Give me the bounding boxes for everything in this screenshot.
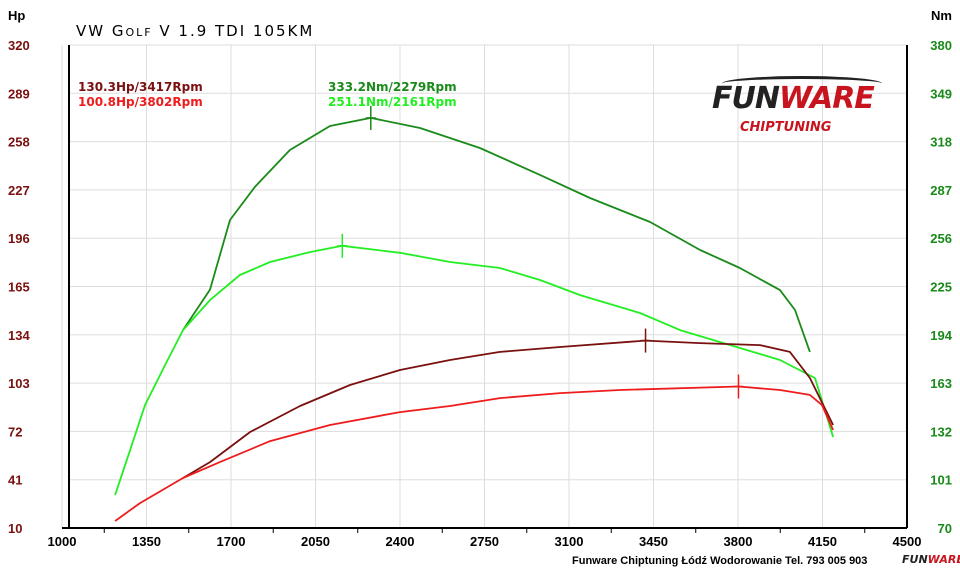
y-tick-label: 258: [8, 135, 30, 150]
y2-tick-label: 70: [938, 521, 952, 536]
x-tick-label: 2750: [470, 534, 499, 549]
y-tick-label: 196: [8, 231, 30, 246]
series-line-0: [182, 117, 811, 353]
y-tick-label: 103: [8, 376, 30, 391]
y-tick-label: 227: [8, 183, 30, 198]
series-line-2: [182, 339, 834, 479]
y2-tick-label: 163: [930, 376, 952, 391]
x-tick-label: 4150: [808, 534, 837, 549]
logo-fun: FUN: [712, 81, 780, 116]
y2-tick-label: 380: [930, 38, 952, 53]
y-tick-label: 320: [8, 38, 30, 53]
y-tick-label: 72: [8, 424, 22, 439]
x-tick-label: 1700: [217, 534, 246, 549]
chart-title: VW Golf V 1.9 TDI 105KM: [76, 22, 315, 40]
series-line-1: [114, 244, 834, 496]
y-tick-label: 10: [8, 521, 22, 536]
y-tick-label: 41: [8, 473, 22, 488]
x-tick-label: 3450: [639, 534, 668, 549]
y-tick-label: 165: [8, 280, 30, 295]
y2-tick-label: 256: [930, 231, 952, 246]
stock-nm-label: 251.1Nm/2161Rpm: [328, 95, 457, 109]
x-tick-label: 3100: [555, 534, 584, 549]
x-tick-label: 2400: [386, 534, 415, 549]
y2-tick-label: 349: [930, 86, 952, 101]
y2-tick-label: 287: [930, 183, 952, 198]
y2-tick-label: 318: [930, 135, 952, 150]
y-axis-label: Hp: [8, 8, 25, 23]
tuned-nm-label: 333.2Nm/2279Rpm: [328, 80, 457, 94]
logo-car-outline: [722, 76, 882, 91]
tuned-hp-label: 130.3Hp/3417Rpm: [78, 80, 203, 94]
y2-tick-label: 194: [930, 328, 952, 343]
y2-tick-label: 101: [930, 473, 952, 488]
small-logo-ware: WARE: [927, 553, 960, 566]
y2-tick-label: 225: [930, 280, 952, 295]
y-tick-label: 134: [8, 328, 30, 343]
x-tick-label: 3800: [724, 534, 753, 549]
x-tick-label: 1350: [132, 534, 161, 549]
logo-chiptuning: CHIPTUNING: [740, 120, 832, 135]
y-tick-label: 289: [8, 86, 30, 101]
funware-logo: FUNWARE CHIPTUNING: [712, 76, 897, 140]
footer-text: Funware Chiptuning Łódź Wodorowanie Tel.…: [572, 555, 868, 567]
x-tick-label: 2050: [301, 534, 330, 549]
y2-tick-label: 132: [930, 424, 952, 439]
stock-hp-label: 100.8Hp/3802Rpm: [78, 95, 203, 109]
logo-wordmark: FUNWARE: [712, 81, 875, 116]
y2-axis-label: Nm: [931, 8, 952, 23]
small-logo-fun: FUN: [902, 553, 928, 566]
series-line-3: [114, 385, 834, 522]
x-tick-label: 1000: [48, 534, 77, 549]
logo-ware: WARE: [778, 81, 875, 116]
x-tick-label: 4500: [893, 534, 922, 549]
